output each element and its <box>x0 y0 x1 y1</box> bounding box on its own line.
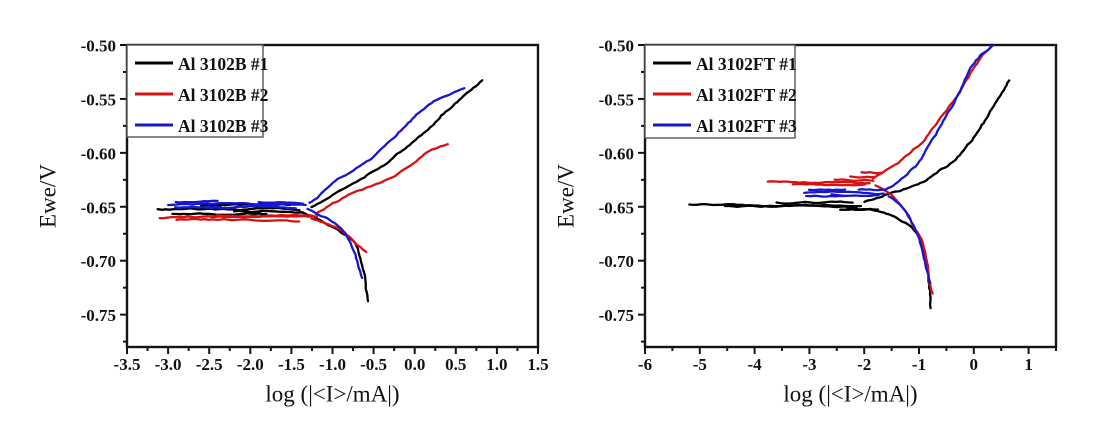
plateau-stroke <box>257 200 305 205</box>
x-tick-label: 0.5 <box>445 355 466 374</box>
x-tick-label: -3.0 <box>155 355 182 374</box>
y-tick-label: -0.55 <box>599 90 634 109</box>
plateau-stroke <box>849 175 877 179</box>
y-tick-label: -0.65 <box>81 198 116 217</box>
legend: Al 3102B #1 Al 3102B #2 Al 3102B #3 <box>126 44 269 138</box>
y-axis: -0.50 -0.55 -0.60 -0.65 -0.70 -0.75 <box>81 37 127 343</box>
x-tick-label: 1.0 <box>486 355 507 374</box>
x-tick-label: 1.5 <box>527 355 548 374</box>
plateau-stroke <box>775 200 854 205</box>
y-tick-label: -0.60 <box>599 144 634 163</box>
legend-entry-label: Al 3102FT #1 <box>696 54 797 74</box>
series-curves <box>156 79 484 303</box>
x-tick-label: -3.5 <box>114 355 141 374</box>
legend-box <box>126 44 264 138</box>
plateau-stroke <box>807 188 847 192</box>
plateau-stroke <box>830 193 880 198</box>
cathodic-branch <box>306 207 364 280</box>
legend-entry-label: Al 3102FT #2 <box>696 85 797 105</box>
x-axis-title: log (|<I>/mA|) <box>783 381 917 406</box>
x-tick-label: 0.0 <box>404 355 425 374</box>
anodic-branch <box>314 143 449 216</box>
y-tick-label: -0.75 <box>81 306 116 325</box>
x-tick-label: 0 <box>970 355 979 374</box>
x-axis-title: log (|<I>/mA|) <box>265 381 399 406</box>
y-axis-title: Ewe/V <box>553 164 578 228</box>
y-tick-label: -0.50 <box>81 37 116 56</box>
x-tick-label: 1 <box>1024 355 1033 374</box>
series-3 <box>167 87 466 280</box>
x-tick-label: -3 <box>802 355 816 374</box>
anodic-branch <box>310 79 484 209</box>
x-axis: -6 -5 -4 -3 -2 -1 0 1 <box>638 347 1057 374</box>
x-tick-label: -1 <box>912 355 926 374</box>
plateau-stroke <box>766 180 871 185</box>
series-3 <box>803 45 996 285</box>
plateau-stroke <box>175 217 301 223</box>
y-tick-label: -0.70 <box>81 252 116 271</box>
plateau-stroke <box>232 209 305 214</box>
cathodic-branch <box>865 208 932 310</box>
x-axis: -3.5 -3.0 -2.5 -2.0 -1.5 -1.0 -0.5 0.0 0.5 1.0 1.5 <box>114 347 548 374</box>
x-tick-label: -4 <box>748 355 763 374</box>
y-tick-label: -0.70 <box>599 252 634 271</box>
anodic-branch <box>863 79 1011 203</box>
legend-entry-label: Al 3102B #3 <box>178 116 269 136</box>
plateau-stroke <box>215 213 314 218</box>
legend-entry-label: Al 3102B #1 <box>178 54 268 74</box>
x-tick-label: -1.5 <box>278 355 305 374</box>
x-tick-label: -0.5 <box>360 355 387 374</box>
cathodic-branch <box>887 195 932 285</box>
legend: Al 3102FT #1 Al 3102FT #2 Al 3102FT #3 <box>644 44 797 139</box>
plot-frame <box>643 43 1058 349</box>
plateau-stroke <box>208 204 297 210</box>
legend-entry-label: Al 3102B #2 <box>178 85 268 105</box>
x-tick-label: -2.0 <box>237 355 264 374</box>
x-tick-label: -2 <box>857 355 871 374</box>
plateau-stroke <box>803 190 885 196</box>
anodic-branch <box>884 45 996 191</box>
plateau-stroke <box>723 204 858 209</box>
plateau-stroke <box>857 188 887 192</box>
y-tick-label: -0.65 <box>599 198 634 217</box>
x-tick-label: -2.5 <box>196 355 223 374</box>
legend-box <box>644 44 796 139</box>
y-axis-title: Ewe/V <box>35 164 60 228</box>
series-curves <box>688 45 1011 310</box>
y-tick-label: -0.60 <box>81 144 116 163</box>
plateau-stroke <box>833 178 875 182</box>
plateau-stroke <box>860 171 883 175</box>
series-2 <box>766 45 994 295</box>
x-tick-label: -5 <box>693 355 707 374</box>
chart-al3102b: -3.5 -3.0 -2.5 -2.0 -1.5 -1.0 -0.5 0.0 0.5 1.0 1.5… <box>35 37 548 407</box>
series-2 <box>158 143 449 254</box>
anodic-branch <box>871 45 994 180</box>
y-axis: -0.50 -0.55 -0.60 -0.65 -0.70 -0.75 <box>599 37 645 343</box>
y-tick-label: -0.50 <box>599 37 634 56</box>
anodic-branch <box>308 87 466 204</box>
x-tick-label: -1.0 <box>319 355 346 374</box>
plateau-stroke <box>167 201 307 207</box>
plateau-stroke <box>174 199 219 204</box>
x-tick-label: -6 <box>638 355 652 374</box>
legend-entry-label: Al 3102FT #3 <box>696 116 797 136</box>
y-tick-label: -0.75 <box>599 306 634 325</box>
plateau-stroke <box>791 182 866 187</box>
chart-al3102ft: -6 -5 -4 -3 -2 -1 0 1-0.50-0.55-0.60-0.65-0.70-… <box>553 37 1058 406</box>
cathodic-branch <box>874 184 934 295</box>
y-tick-label: -0.55 <box>81 90 116 109</box>
